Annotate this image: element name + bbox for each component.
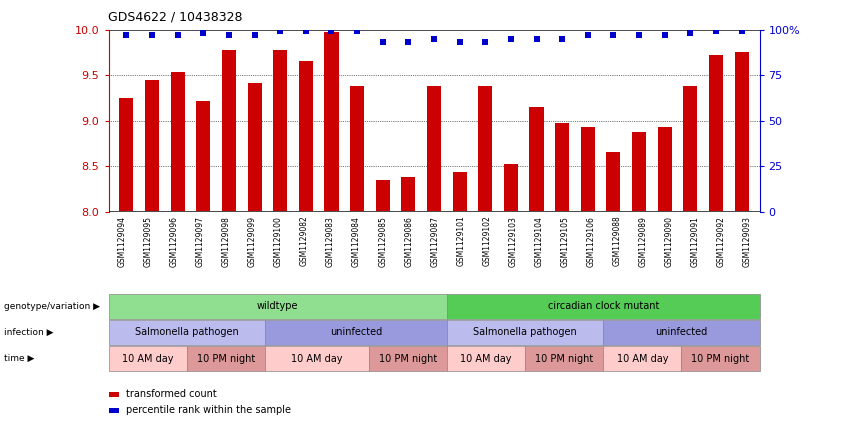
Text: GSM1129094: GSM1129094 [118,216,127,267]
Text: wildtype: wildtype [257,301,299,311]
Text: GSM1129091: GSM1129091 [691,216,700,266]
Text: 10 AM day: 10 AM day [122,354,174,364]
Text: GSM1129085: GSM1129085 [378,216,387,266]
Bar [503,164,518,212]
Text: 10 PM night: 10 PM night [196,354,255,364]
Bar [607,152,621,212]
Bar [427,86,441,212]
Text: GSM1129104: GSM1129104 [535,216,543,266]
Bar [376,180,390,212]
Text: GSM1129086: GSM1129086 [404,216,413,266]
Text: GDS4622 / 10438328: GDS4622 / 10438328 [108,11,243,24]
Text: GSM1129105: GSM1129105 [561,216,569,266]
Text: GSM1129089: GSM1129089 [639,216,648,266]
Text: GSM1129096: GSM1129096 [170,216,179,267]
Bar [325,32,339,212]
Text: circadian clock mutant: circadian clock mutant [548,301,659,311]
Text: 10 PM night: 10 PM night [535,354,594,364]
Bar [452,173,467,212]
Bar [247,83,261,212]
Text: genotype/variation ▶: genotype/variation ▶ [4,302,101,311]
Text: GSM1129088: GSM1129088 [613,216,621,266]
Text: uninfected: uninfected [655,327,707,338]
Bar [556,123,569,212]
Text: 10 AM day: 10 AM day [616,354,668,364]
Bar [196,101,210,212]
Text: GSM1129098: GSM1129098 [222,216,231,266]
Bar [632,132,646,212]
Text: GSM1129106: GSM1129106 [587,216,595,266]
Text: Salmonella pathogen: Salmonella pathogen [135,327,239,338]
Bar [299,60,312,212]
Text: percentile rank within the sample: percentile rank within the sample [126,405,291,415]
Bar [273,49,287,212]
Bar [401,177,416,212]
Text: 10 PM night: 10 PM night [691,354,750,364]
Bar [683,86,697,212]
Text: GSM1129082: GSM1129082 [300,216,309,266]
Text: GSM1129090: GSM1129090 [665,216,674,267]
Bar [581,127,595,212]
Text: GSM1129083: GSM1129083 [326,216,335,266]
Text: GSM1129092: GSM1129092 [717,216,726,266]
Bar [120,98,134,212]
Text: 10 AM day: 10 AM day [291,354,343,364]
Bar [529,107,543,212]
Text: GSM1129102: GSM1129102 [483,216,491,266]
Bar [734,52,748,212]
Bar [171,72,185,212]
Bar [478,86,492,212]
Text: 10 PM night: 10 PM night [378,354,437,364]
Text: transformed count: transformed count [126,389,217,399]
Bar [350,86,365,212]
Text: time ▶: time ▶ [4,354,35,363]
Text: GSM1129103: GSM1129103 [509,216,517,266]
Text: Salmonella pathogen: Salmonella pathogen [473,327,577,338]
Text: GSM1129099: GSM1129099 [248,216,257,267]
Text: infection ▶: infection ▶ [4,328,54,337]
Text: GSM1129100: GSM1129100 [274,216,283,266]
Text: 10 AM day: 10 AM day [460,354,512,364]
Bar [658,127,672,212]
Bar [222,49,236,212]
Text: uninfected: uninfected [330,327,382,338]
Bar [709,55,723,212]
Bar [145,80,159,212]
Text: GSM1129095: GSM1129095 [144,216,153,267]
Text: GSM1129087: GSM1129087 [431,216,439,266]
Text: GSM1129084: GSM1129084 [352,216,361,266]
Text: GSM1129101: GSM1129101 [457,216,465,266]
Text: GSM1129093: GSM1129093 [743,216,752,267]
Text: GSM1129097: GSM1129097 [196,216,205,267]
